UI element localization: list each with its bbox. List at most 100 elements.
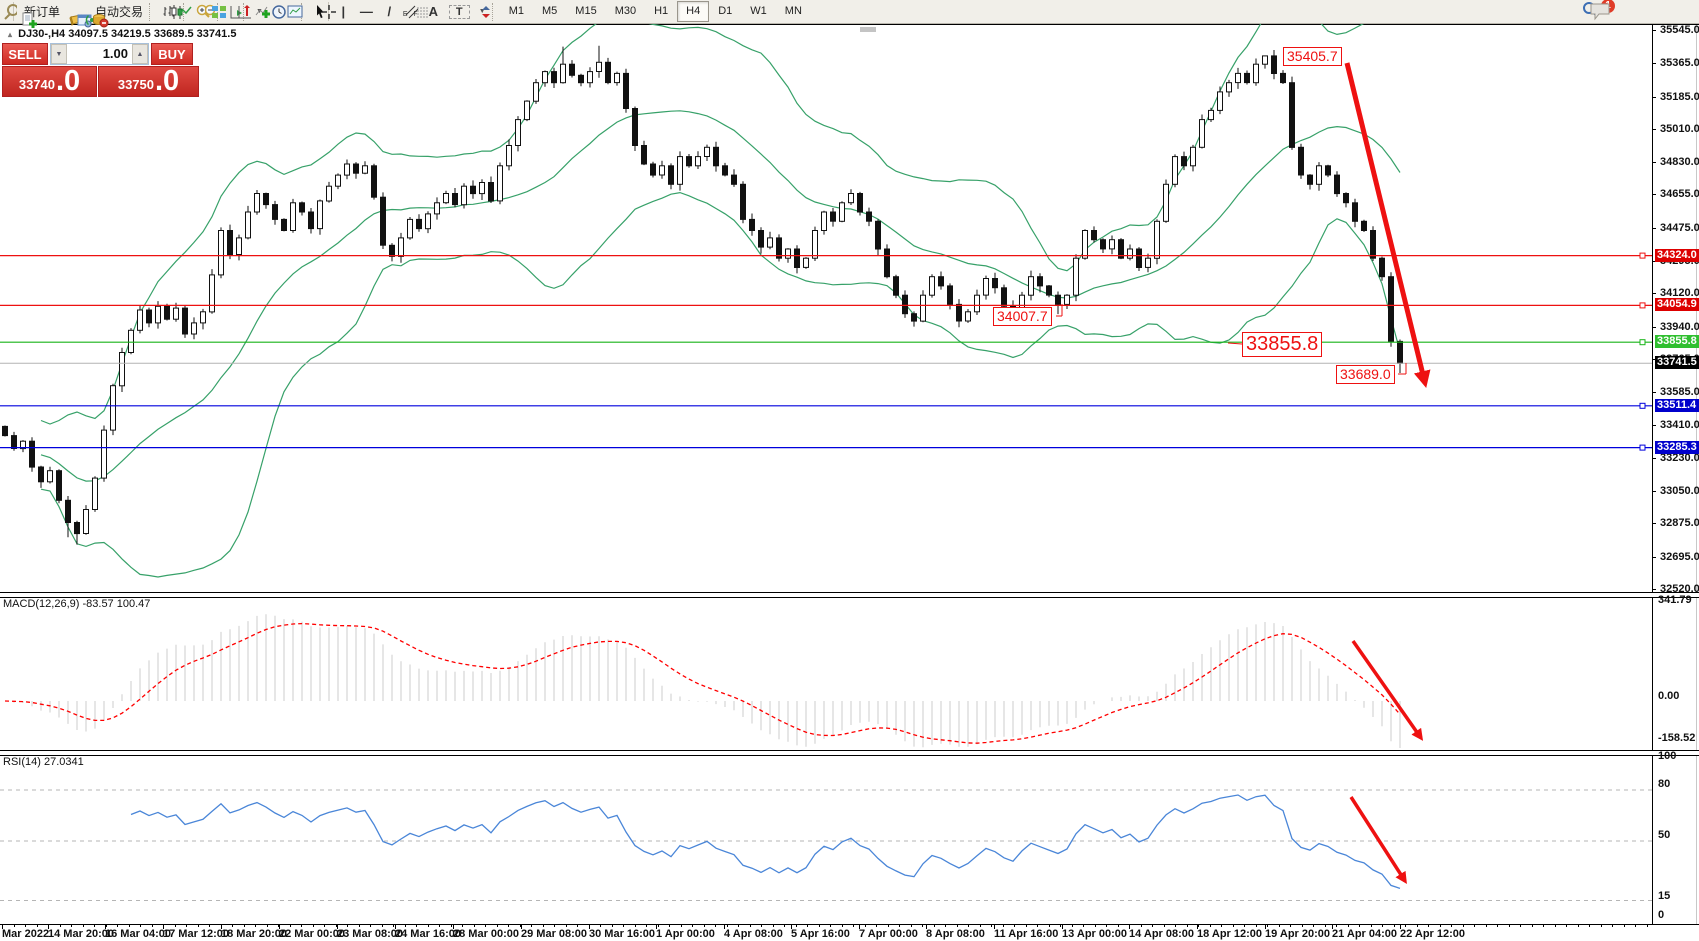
- candle: [731, 174, 737, 185]
- candle: [173, 307, 179, 320]
- hline-price-label: 33855.8: [1655, 335, 1699, 349]
- ask-quote[interactable]: 33750 .0: [98, 66, 199, 97]
- candle: [20, 440, 26, 450]
- time-major-tick: [994, 925, 995, 929]
- price-axis-line: [1652, 24, 1653, 925]
- timeframe-D1[interactable]: D1: [718, 5, 733, 17]
- time-minor-tick: [842, 925, 843, 927]
- candlestick-button[interactable]: [165, 1, 183, 22]
- add-indicator-button[interactable]: ▼: [251, 1, 271, 22]
- arrows-tool-button[interactable]: ▼: [474, 1, 490, 22]
- chart-symbol-period: DJ30-,H4: [18, 28, 66, 40]
- timeframe-H1[interactable]: H1: [654, 5, 669, 17]
- text-tool-button[interactable]: A: [422, 1, 445, 22]
- trendline-tool-button[interactable]: /: [378, 1, 401, 22]
- time-axis-label: Mar 2022: [2, 928, 50, 940]
- time-axis-label: 4 Apr 08:00: [724, 928, 783, 940]
- candle: [974, 294, 980, 313]
- tile-windows-button[interactable]: [207, 1, 227, 22]
- time-minor-tick: [1313, 925, 1314, 927]
- macd-rsi-separator[interactable]: [0, 750, 1699, 756]
- macd-panel[interactable]: [0, 596, 1652, 750]
- time-axis[interactable]: Mar 2022 14 Mar 20:00 16 Mar 04:00 17 Mar 1…: [0, 925, 1699, 941]
- candle: [929, 276, 935, 296]
- chart-shift-button[interactable]: [233, 1, 252, 22]
- bollinger-middle-band[interactable]: [40, 110, 1401, 482]
- candle: [227, 230, 233, 255]
- bollinger-lower-band[interactable]: [40, 191, 1401, 578]
- hline-handle[interactable]: [1639, 339, 1646, 346]
- template-button[interactable]: ▼: [283, 1, 303, 22]
- time-minor-tick: [1325, 925, 1326, 927]
- sell-button[interactable]: SELL: [2, 43, 48, 65]
- time-minor-tick: [1083, 925, 1084, 927]
- price-annotation[interactable]: 33689.0: [1336, 365, 1395, 384]
- autotrading-button[interactable]: 自动交易: [88, 1, 147, 27]
- candle: [1208, 109, 1214, 121]
- add-indicator-caret[interactable]: ▼: [256, 8, 263, 15]
- time-axis-label: 30 Mar 16:00: [589, 928, 656, 940]
- text-label-tool-button[interactable]: T: [445, 1, 474, 22]
- hline-handle[interactable]: [1639, 252, 1646, 259]
- rsi-panel[interactable]: [0, 754, 1652, 924]
- macd-axis-label: 341.79: [1658, 594, 1692, 606]
- period-button[interactable]: ▼: [267, 1, 286, 22]
- hline-tool-button[interactable]: —: [355, 1, 378, 22]
- cursor-tool-button[interactable]: [309, 1, 324, 22]
- timeframe-MN[interactable]: MN: [784, 5, 802, 17]
- macd-signal-line: [4, 622, 1401, 744]
- candle: [1091, 230, 1097, 241]
- new-order-button[interactable]: 新订单: [17, 1, 64, 28]
- time-minor-tick: [37, 925, 38, 927]
- candle: [1145, 257, 1151, 268]
- timeframe-M30[interactable]: M30: [614, 5, 637, 17]
- time-minor-tick: [669, 925, 670, 927]
- channel-tool-button[interactable]: E: [401, 1, 419, 22]
- time-minor-tick: [554, 925, 555, 927]
- zoom-in-button[interactable]: [191, 1, 210, 22]
- main-macd-separator[interactable]: [0, 592, 1699, 598]
- bid-quote[interactable]: 33740 .0: [2, 66, 98, 97]
- candle: [920, 294, 926, 322]
- time-axis-label: 5 Apr 16:00: [791, 928, 850, 940]
- time-minor-tick: [888, 925, 889, 927]
- tile-windows-icon: [212, 5, 227, 18]
- main-chart-panel[interactable]: [0, 24, 1652, 592]
- volume-input[interactable]: 1.00: [102, 46, 128, 61]
- hline-handle[interactable]: [1639, 402, 1646, 409]
- price-tick-mark: [1652, 194, 1656, 195]
- hline-handle[interactable]: [1639, 302, 1646, 309]
- trend-arrow[interactable]: [1351, 639, 1424, 741]
- timeframe-M5[interactable]: M5: [542, 5, 558, 17]
- main-toolbar: 新订单 自动交易: [0, 0, 1699, 28]
- time-minor-tick: [370, 925, 371, 927]
- time-minor-tick: [830, 925, 831, 927]
- hline-handle[interactable]: [1639, 444, 1646, 451]
- chart-scroll-marker[interactable]: [860, 27, 876, 32]
- price-annotation[interactable]: 35405.7: [1283, 47, 1342, 66]
- timeframe-M15[interactable]: M15: [575, 5, 597, 17]
- candle: [1118, 239, 1124, 259]
- line-chart-button[interactable]: [173, 1, 192, 22]
- time-minor-tick: [393, 925, 394, 927]
- arrows-tool-caret[interactable]: ▼: [478, 8, 486, 15]
- vline-tool-button[interactable]: |: [332, 1, 355, 22]
- rsi-axis-label: 100: [1658, 750, 1677, 762]
- volume-down-button[interactable]: ▼: [51, 44, 67, 64]
- price-annotation[interactable]: 34007.7: [993, 307, 1052, 326]
- buy-button[interactable]: BUY: [151, 43, 193, 65]
- template-icon: [287, 5, 303, 17]
- timeframe-M1[interactable]: M1: [508, 5, 525, 17]
- bar-chart-button[interactable]: [157, 1, 176, 22]
- timeframe-W1[interactable]: W1: [750, 5, 767, 17]
- trend-arrow[interactable]: [1349, 796, 1407, 885]
- bollinger-upper-band[interactable]: [40, 24, 1400, 425]
- price-annotation[interactable]: 33855.8: [1242, 332, 1323, 357]
- fibonacci-tool-button[interactable]: F: [412, 1, 429, 22]
- market-watch-button[interactable]: [64, 1, 84, 26]
- timeframe-H4[interactable]: H4: [677, 1, 710, 22]
- trend-arrow[interactable]: [1344, 62, 1431, 388]
- crosshair-tool-button[interactable]: [317, 1, 336, 22]
- volume-up-button[interactable]: ▲: [132, 44, 148, 64]
- time-minor-tick: [1175, 925, 1176, 927]
